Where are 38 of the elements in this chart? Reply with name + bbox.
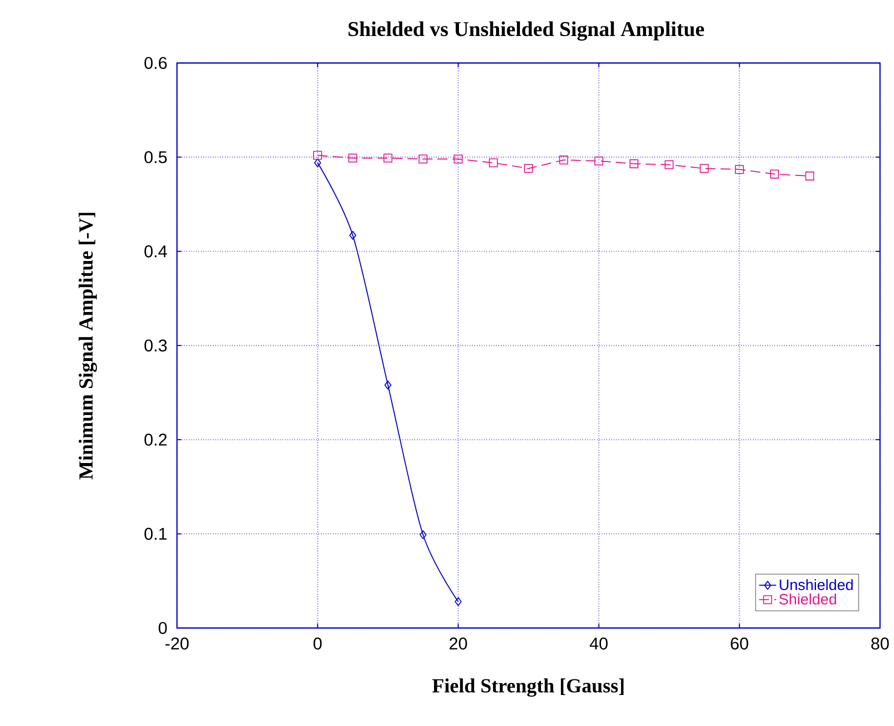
point (734, 164, 744, 174)
point (384, 380, 392, 390)
x-tick-label: 60 (730, 638, 748, 650)
point (488, 158, 498, 168)
y-tick-label: 0.1 (144, 528, 167, 540)
point (630, 159, 638, 168)
point (348, 154, 358, 163)
legend-label: Unshielded (780, 579, 853, 590)
y-tick-label: 0.2 (144, 434, 167, 446)
x-axis-title: Field Strength [Gauss] (432, 678, 624, 697)
point (454, 597, 462, 606)
x-tick-label: 40 (590, 638, 608, 650)
point (454, 154, 463, 164)
point (420, 530, 427, 540)
y-tick-label: 0 (158, 622, 167, 634)
x-tick-label: -20 (165, 638, 189, 650)
point (805, 172, 814, 180)
point (313, 150, 322, 160)
point (524, 164, 533, 173)
point (594, 156, 604, 166)
y-tick-label: 0.3 (144, 339, 167, 352)
point (559, 156, 568, 164)
y-tick-label: 0.4 (144, 245, 167, 258)
chart-title: Shielded vs Unshielded Signal Amplitue (348, 21, 704, 41)
x-tick-label: 20 (450, 638, 467, 650)
y-axis-title: Minimum Signal Amplitue [-V] (78, 212, 97, 480)
point (418, 154, 428, 164)
point (664, 160, 674, 170)
x-tick-label: 0 (314, 638, 322, 650)
point (314, 158, 322, 168)
y-tick-label: 0.6 (144, 56, 167, 70)
point (383, 154, 392, 163)
point (349, 230, 356, 240)
legend-label: Shielded (779, 593, 836, 604)
y-tick-label: 0.5 (144, 151, 167, 164)
point (700, 164, 709, 173)
point (770, 170, 780, 179)
x-tick-label: 80 (871, 638, 889, 650)
